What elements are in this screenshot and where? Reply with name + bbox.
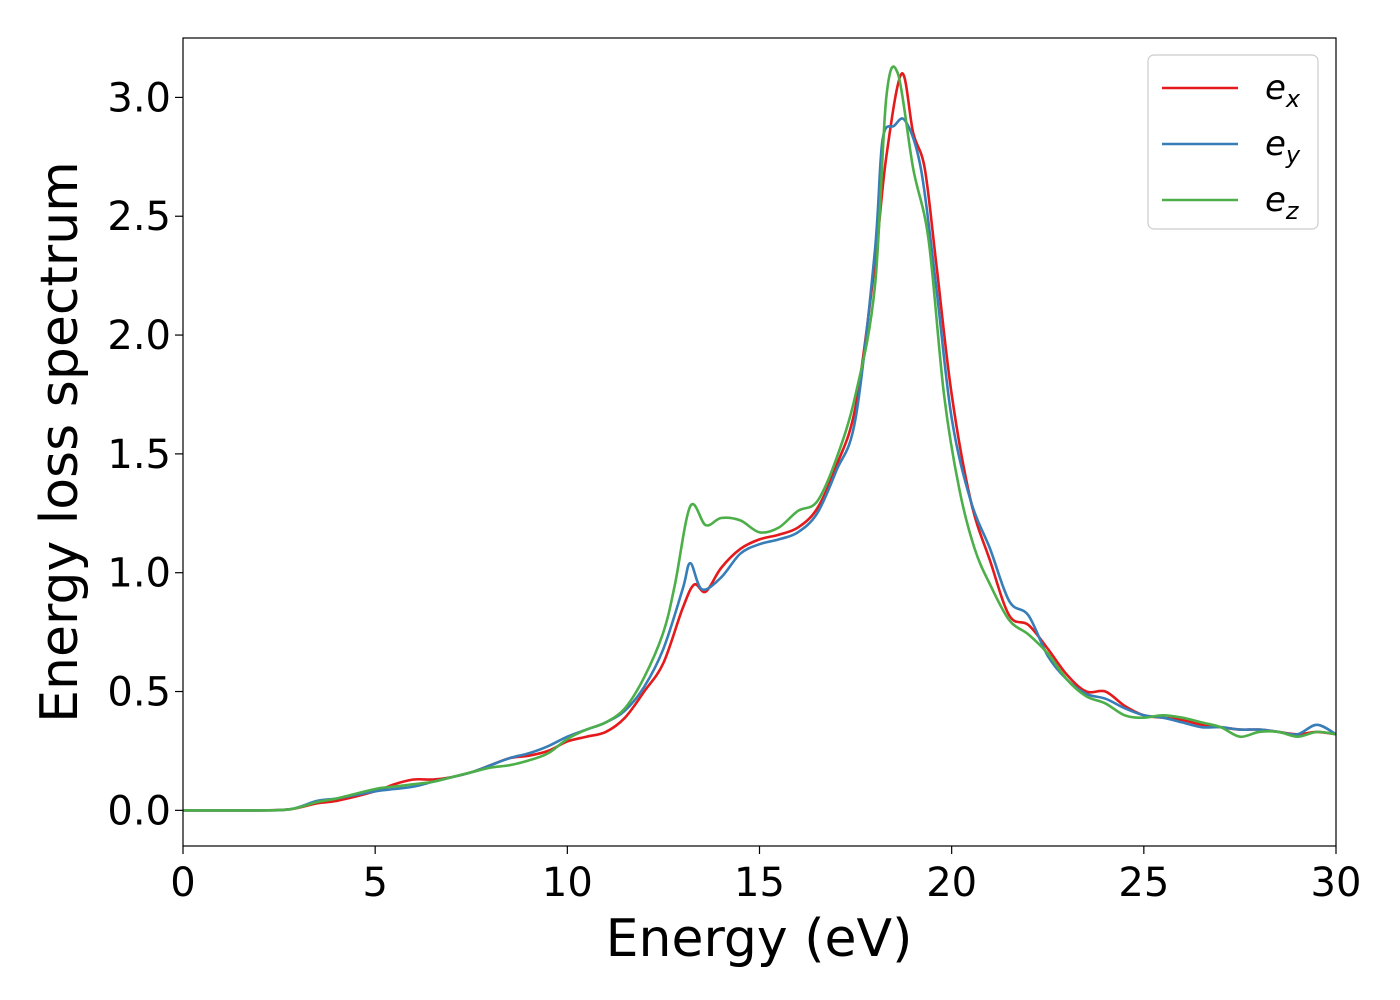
x-tick-label: 20 [926, 860, 977, 906]
legend-label-ex: ex [1265, 68, 1301, 113]
series-lines [183, 65, 1337, 812]
legend-box [1147, 54, 1319, 230]
y-tick-label: 3.0 [107, 75, 171, 121]
x-axis-label: Energy (eV) [606, 909, 913, 969]
series-line-ez [183, 65, 1337, 812]
legend-label-ey: ey [1265, 124, 1301, 169]
y-tick-label: 0.5 [107, 670, 171, 716]
x-tick-label: 15 [734, 860, 785, 906]
y-tick-label: 1.5 [107, 432, 171, 478]
x-axis-ticks: 0 5 10 15 20 25 30 [170, 846, 1361, 906]
y-tick-label: 2.5 [107, 194, 171, 240]
y-axis-label: Energy loss spectrum [30, 161, 90, 723]
x-tick-label: 25 [1118, 860, 1169, 906]
x-tick-label: 5 [362, 860, 387, 906]
x-tick-label: 10 [542, 860, 593, 906]
x-tick-label: 30 [1311, 860, 1362, 906]
y-tick-label: 2.0 [107, 313, 171, 359]
legend: ex ey ez [1147, 54, 1319, 230]
x-tick-label: 0 [170, 860, 195, 906]
y-tick-label: 1.0 [107, 551, 171, 597]
y-tick-label: 0.0 [107, 788, 171, 834]
y-axis-ticks: 0.0 0.5 1.0 1.5 2.0 2.5 3.0 [107, 75, 183, 834]
legend-label-ez: ez [1265, 180, 1300, 225]
